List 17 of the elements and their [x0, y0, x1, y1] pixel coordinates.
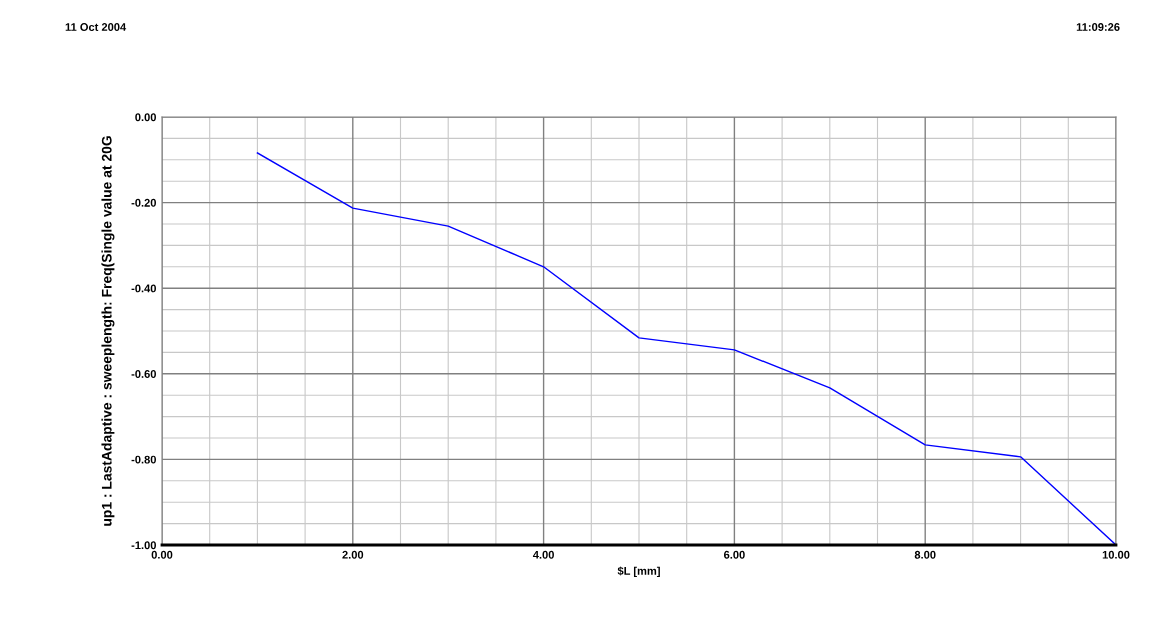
y-tick-label: -0.80 [131, 455, 156, 464]
line-series [256, 152, 1116, 545]
x-tick-label: 0.00 [151, 550, 173, 559]
y-tick-label: -0.60 [131, 370, 156, 378]
y-tick-label: 0.00 [135, 113, 156, 122]
y-axis-title: up1 : LastAdaptive : sweeplength: Freq(Single value at 20G [101, 136, 115, 526]
text: 11 Oct 2004 [65, 23, 127, 31]
y-tick-label: -0.20 [131, 198, 156, 207]
y-tick-label: -1.00 [131, 541, 156, 550]
text: 11:09:26 [1076, 23, 1120, 31]
x-tick-label: 6.00 [723, 550, 745, 559]
x-axis-title: $L [mm] [617, 566, 660, 578]
x-tick-label: 10.00 [1102, 550, 1130, 559]
x-tick-label: 4.00 [532, 550, 554, 559]
x-tick-label: 8.00 [914, 550, 936, 559]
y-tick-label: -0.40 [131, 284, 156, 293]
x-tick-label: 2.00 [342, 550, 364, 559]
